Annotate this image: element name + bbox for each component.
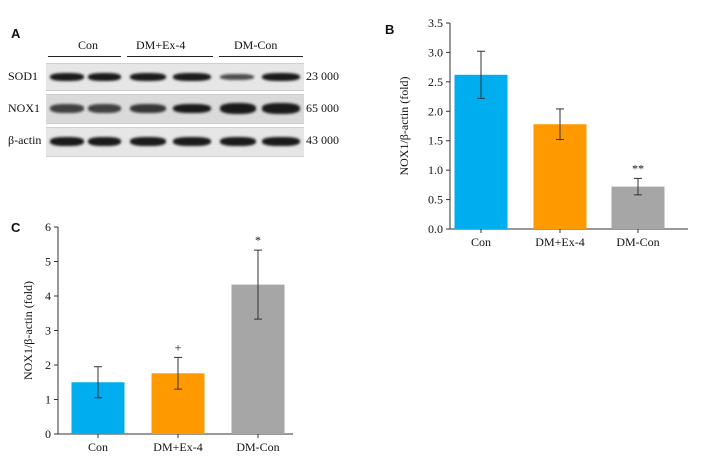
- y-axis-title: NOX1/β-actin (fold): [397, 76, 411, 175]
- bar-dm-ex-4: [533, 124, 587, 229]
- y-tick-label: 3.5: [428, 16, 443, 30]
- y-tick-label: 6: [45, 220, 51, 234]
- blot-band: [50, 137, 84, 146]
- blot-group-con-line: [48, 56, 121, 57]
- y-tick-label: 3: [45, 324, 51, 338]
- blot-row-label-nox1: NOX1: [8, 101, 40, 115]
- y-tick-label: 1: [45, 393, 51, 407]
- blot-band: [88, 137, 121, 146]
- y-tick-label: 5: [45, 255, 51, 269]
- blot-band: [88, 104, 121, 113]
- blot-mw-sod1: 23 000: [306, 69, 339, 83]
- significance-marker: +: [175, 340, 182, 354]
- bar-con: [454, 74, 508, 230]
- blot-band: [173, 137, 211, 146]
- blot-band: [130, 104, 166, 113]
- blot-band: [262, 73, 300, 81]
- y-tick-label: 0: [45, 427, 51, 441]
- x-tick-label: DM+Ex-4: [153, 440, 202, 454]
- x-tick-label: Con: [88, 440, 108, 454]
- blot-group-dm-ex4: DM+Ex-4: [136, 38, 186, 52]
- blot-band: [220, 103, 256, 114]
- blot-band: [50, 104, 84, 113]
- y-tick-label: 1.5: [428, 134, 443, 148]
- blot-group-con: Con: [78, 38, 99, 52]
- y-tick-label: 1.0: [428, 163, 443, 177]
- x-tick-label: DM-Con: [236, 440, 279, 454]
- panel-a-letter: A: [11, 26, 21, 41]
- blot-group-dm-ex4-line: [127, 56, 213, 57]
- blot-band: [50, 73, 84, 81]
- significance-marker: *: [255, 233, 261, 247]
- x-tick-label: DM-Con: [616, 235, 659, 249]
- blot-band: [173, 73, 211, 81]
- blot-row-label-beta-actin: β-actin: [8, 133, 42, 147]
- blot-band: [262, 137, 300, 146]
- blot-group-dm-con: DM-Con: [234, 38, 278, 52]
- x-tick-label: Con: [471, 235, 491, 249]
- blot-strip-nox1: [46, 94, 304, 124]
- bar-dm-con: [231, 284, 285, 434]
- panel-b-letter: B: [385, 22, 395, 37]
- blot-band: [130, 73, 166, 81]
- x-tick-label: DM+Ex-4: [535, 235, 584, 249]
- blot-band: [220, 137, 256, 146]
- panel-c-letter: C: [11, 220, 21, 235]
- blot-band: [88, 73, 121, 81]
- y-axis-title: NOX1/β-actin (fold): [21, 281, 35, 380]
- y-tick-label: 0.0: [428, 222, 443, 236]
- blot-band: [262, 103, 300, 114]
- y-tick-label: 3.0: [428, 45, 443, 59]
- y-tick-label: 2: [45, 358, 51, 372]
- bar-con: [71, 382, 125, 434]
- y-tick-label: 0.5: [428, 193, 443, 207]
- bar-dm-con: [611, 186, 665, 229]
- y-tick-label: 2.0: [428, 104, 443, 118]
- blot-mw-nox1: 65 000: [306, 101, 339, 115]
- blot-band: [220, 74, 254, 80]
- blot-band: [130, 137, 166, 146]
- blot-group-dm-con-line: [219, 56, 303, 57]
- y-tick-label: 4: [45, 289, 51, 303]
- blot-strip-beta-actin: [46, 127, 304, 157]
- blot-row-label-sod1: SOD1: [8, 69, 39, 83]
- y-tick-label: 2.5: [428, 75, 443, 89]
- blot-mw-beta-actin: 43 000: [306, 133, 339, 147]
- blot-band: [173, 104, 211, 113]
- blot-strip-sod1: [46, 63, 304, 91]
- bar-dm-ex-4: [151, 373, 205, 434]
- significance-marker: **: [632, 161, 644, 175]
